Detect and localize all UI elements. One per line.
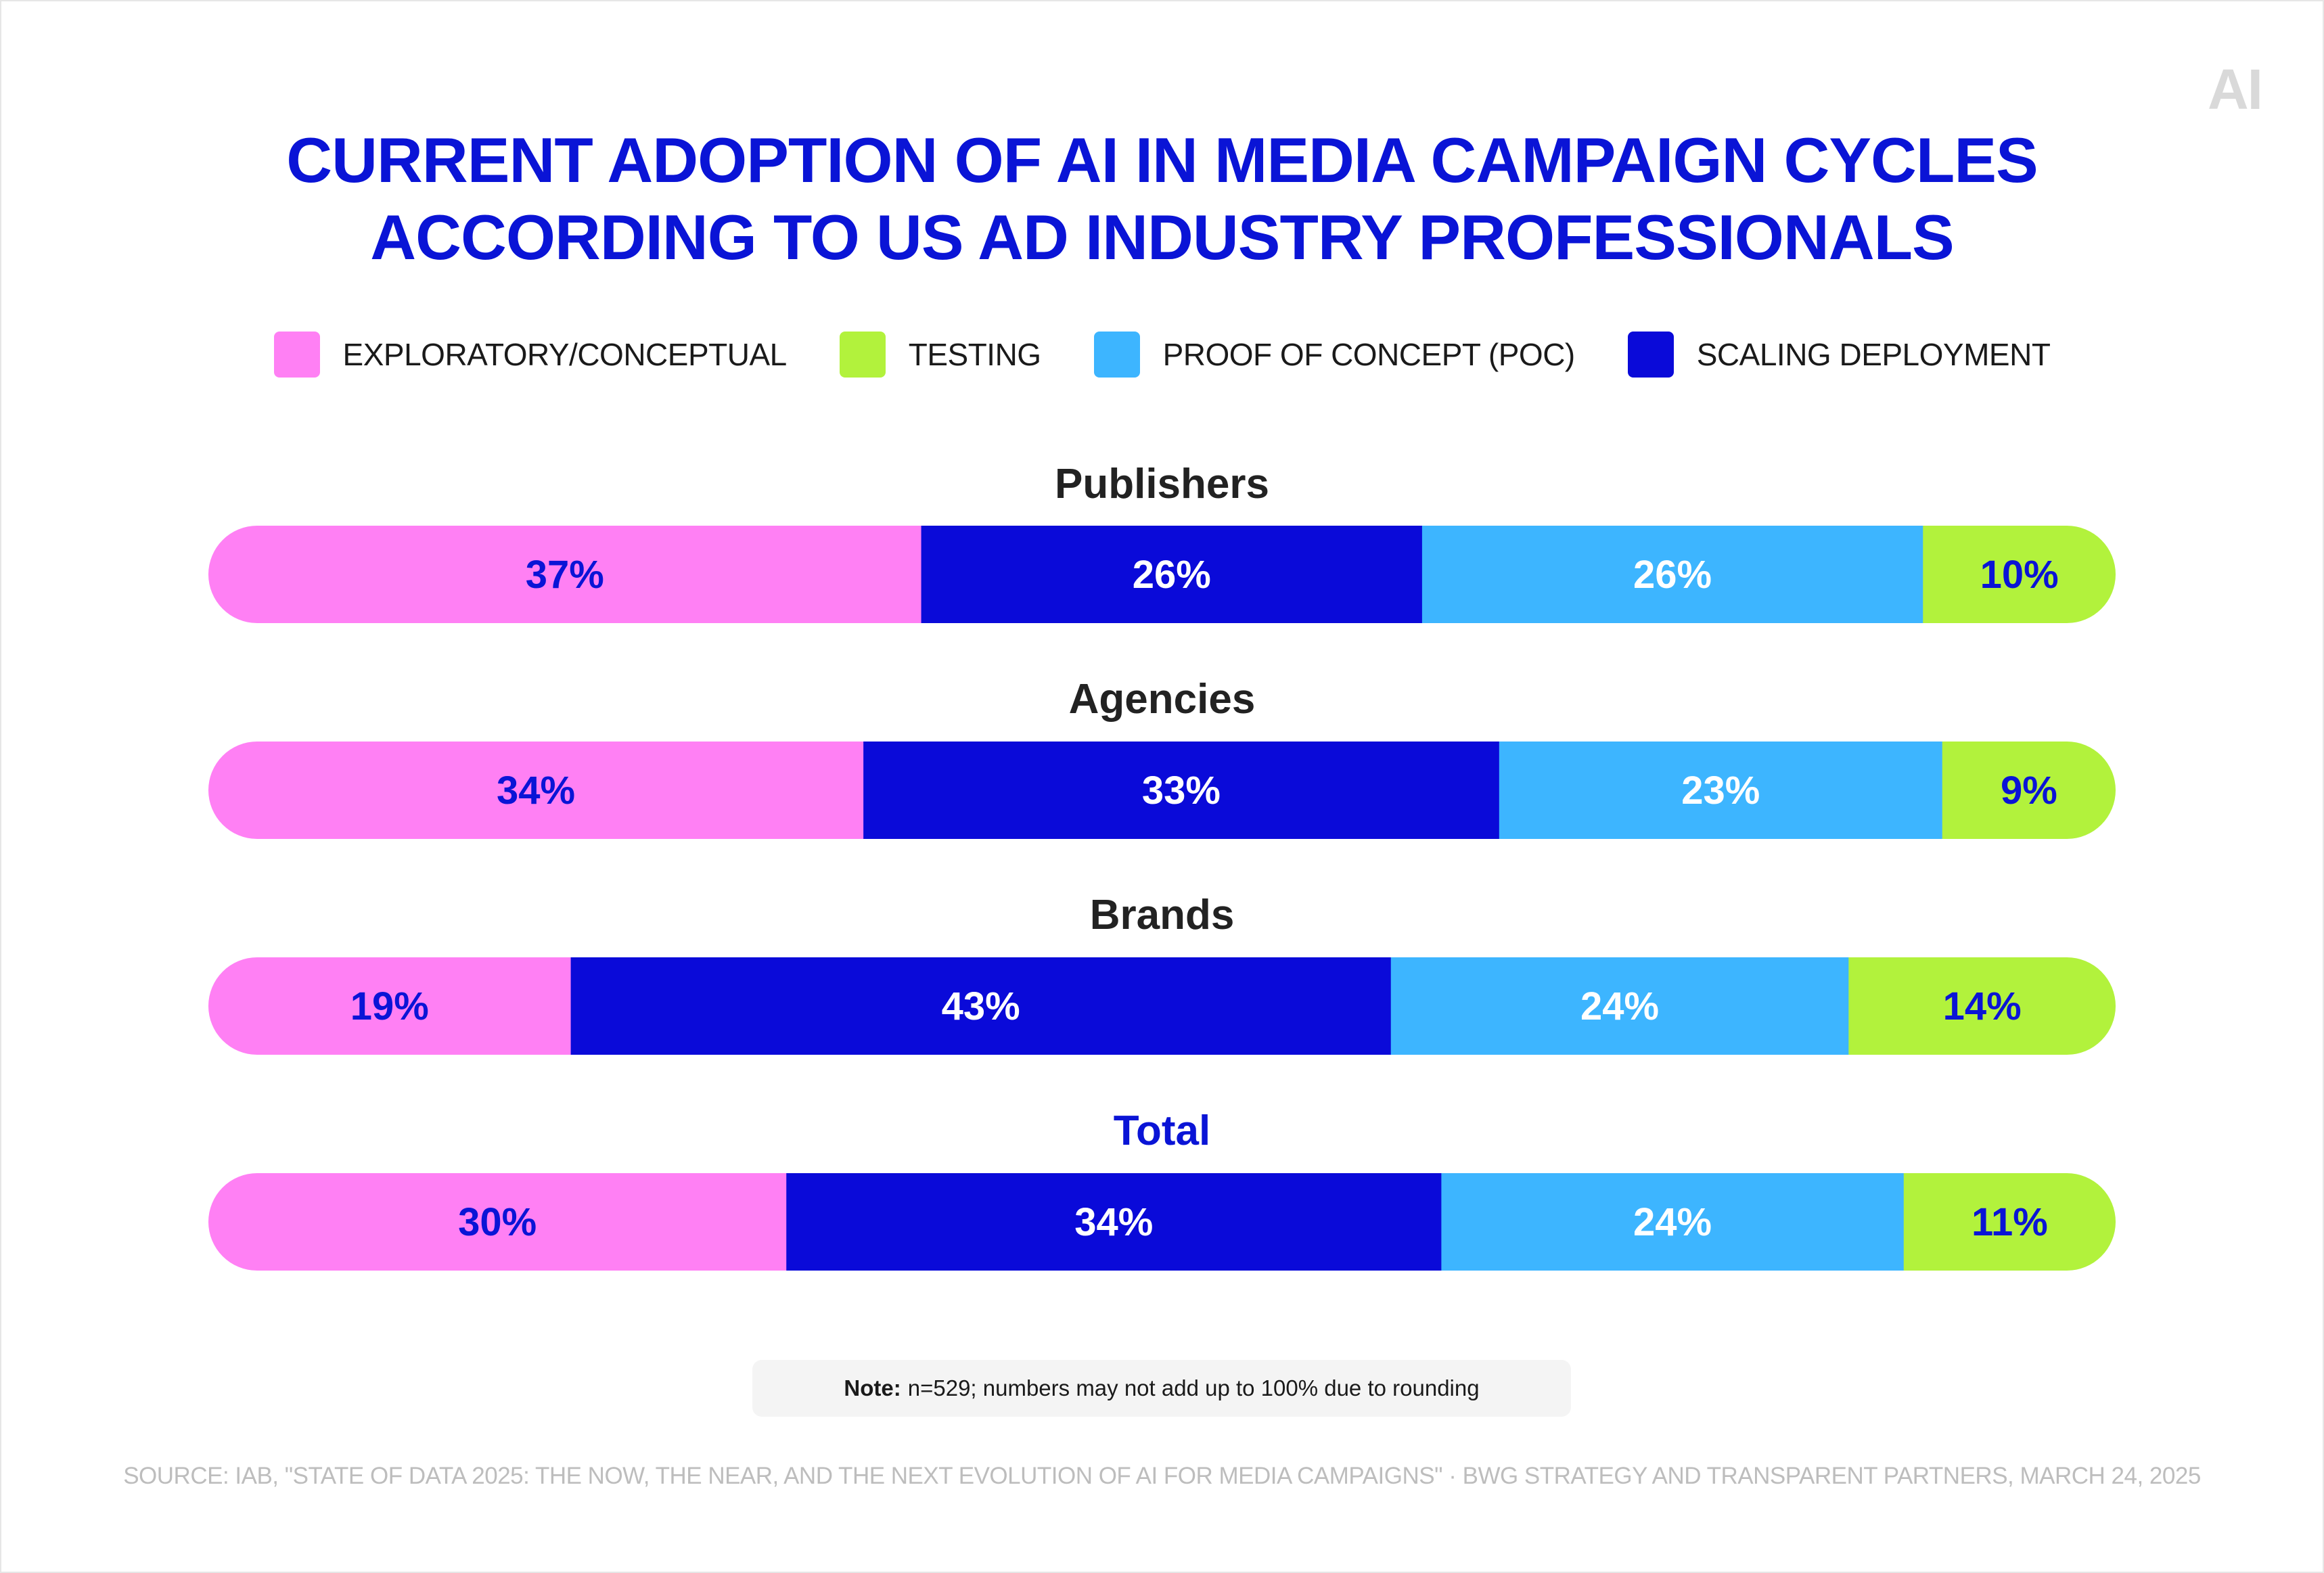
- data-label-agencies-3: 9%: [2001, 769, 2057, 813]
- bar-segment-total-2: [1441, 1173, 1905, 1271]
- legend-item-scaling: SCALING DEPLOYMENT: [1627, 332, 2051, 378]
- bar-row-total: [208, 1173, 2116, 1271]
- data-label-agencies-1: 33%: [1142, 769, 1221, 813]
- legend-item-testing: TESTING: [839, 332, 1041, 378]
- data-label-publishers-3: 10%: [1980, 553, 2059, 597]
- bar-segment-total-1: [786, 1173, 1442, 1271]
- data-label-agencies-0: 34%: [497, 769, 575, 813]
- bar-segment-publishers-0: [208, 526, 922, 623]
- bar-segment-agencies-1: [863, 742, 1500, 839]
- footnote-label: Note:: [844, 1375, 901, 1400]
- bar-segment-agencies-0: [208, 742, 864, 839]
- data-label-publishers-2: 26%: [1633, 553, 1712, 597]
- group-label-brands: Brands: [1089, 892, 1235, 938]
- group-label-agencies: Agencies: [1068, 676, 1256, 723]
- data-label-total-1: 34%: [1074, 1200, 1153, 1244]
- legend-swatch-poc: [1093, 332, 1140, 378]
- brand-logo: AI: [2208, 58, 2263, 121]
- data-label-total-2: 24%: [1633, 1200, 1712, 1244]
- legend-item-exploratory: EXPLORATORY/CONCEPTUAL: [273, 332, 788, 378]
- group-label-total: Total: [1113, 1108, 1211, 1154]
- bar-segment-total-3: [1903, 1173, 2116, 1271]
- bar-segment-brands-0: [208, 957, 572, 1055]
- data-label-publishers-0: 37%: [526, 553, 604, 597]
- data-label-brands-1: 43%: [942, 984, 1020, 1028]
- bar-segment-publishers-2: [1421, 526, 1923, 623]
- bar-segment-brands-2: [1390, 957, 1849, 1055]
- bar-segment-brands-3: [1848, 957, 2116, 1055]
- bar-segment-total-0: [208, 1173, 787, 1271]
- legend-label-scaling: SCALING DEPLOYMENT: [1696, 337, 2051, 372]
- source-citation: SOURCE: IAB, "STATE OF DATA 2025: THE NO…: [123, 1463, 2201, 1489]
- data-label-brands-0: 19%: [350, 984, 429, 1028]
- legend-label-testing: TESTING: [908, 337, 1041, 372]
- legend-swatch-testing: [839, 332, 886, 378]
- legend-item-poc: PROOF OF CONCEPT (POC): [1093, 332, 1576, 378]
- footnote: Note: n=529; numbers may not add up to 1…: [752, 1360, 1571, 1417]
- legend: EXPLORATORY/CONCEPTUAL TESTING PROOF OF …: [0, 332, 2324, 378]
- group-label-publishers: Publishers: [1055, 461, 1269, 507]
- data-label-brands-2: 24%: [1580, 984, 1659, 1028]
- legend-label-exploratory: EXPLORATORY/CONCEPTUAL: [342, 337, 788, 372]
- data-label-agencies-2: 23%: [1681, 769, 1760, 813]
- data-label-brands-3: 14%: [1943, 984, 2022, 1028]
- data-label-publishers-1: 26%: [1133, 553, 1211, 597]
- chart-title-line-2: ACCORDING TO US AD INDUSTRY PROFESSIONAL…: [370, 202, 1955, 273]
- bar-segment-publishers-3: [1923, 526, 2116, 623]
- chart-title: CURRENT ADOPTION OF AI IN MEDIA CAMPAIGN…: [0, 122, 2324, 276]
- legend-swatch-scaling: [1627, 332, 1674, 378]
- bar-segment-agencies-2: [1499, 742, 1943, 839]
- chart-title-line-1: CURRENT ADOPTION OF AI IN MEDIA CAMPAIGN…: [286, 124, 2038, 196]
- data-label-total-3: 11%: [1972, 1200, 2048, 1244]
- bar-row-brands: [208, 957, 2116, 1055]
- footnote-text: n=529; numbers may not add up to 100% du…: [907, 1375, 1480, 1400]
- bar-segment-agencies-3: [1942, 742, 2116, 839]
- data-label-total-0: 30%: [458, 1200, 537, 1244]
- bar-row-publishers: [208, 526, 2116, 623]
- bar-segment-brands-1: [570, 957, 1392, 1055]
- legend-label-poc: PROOF OF CONCEPT (POC): [1162, 337, 1576, 372]
- legend-swatch-exploratory: [273, 332, 320, 378]
- bar-segment-publishers-1: [921, 526, 1423, 623]
- bar-row-agencies: [208, 742, 2116, 839]
